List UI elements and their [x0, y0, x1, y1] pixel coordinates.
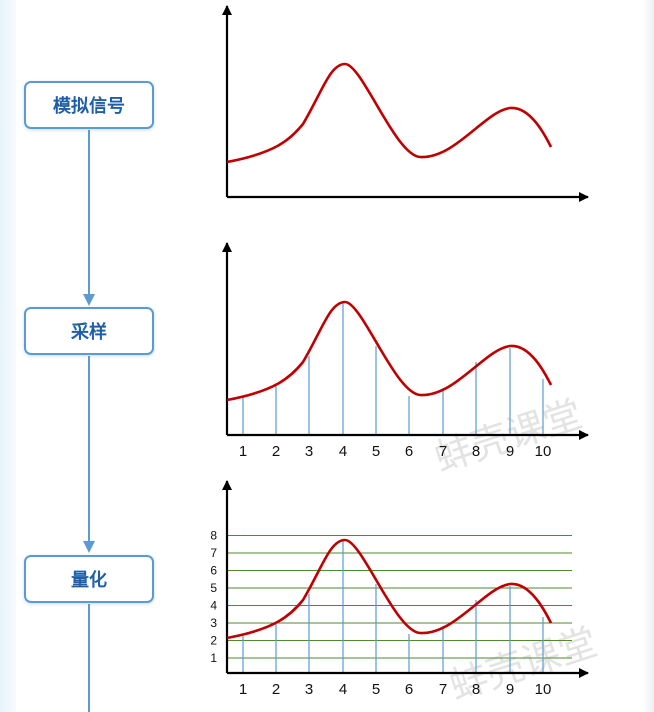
quant-tick-label: 5	[372, 681, 380, 698]
step-sampling: 采样	[24, 307, 154, 355]
quant-level-label: 3	[210, 616, 217, 630]
quant-level-label: 7	[210, 546, 217, 560]
step-quantization: 量化	[24, 555, 154, 603]
sample-tick-label: 4	[339, 443, 347, 460]
sampling-panel: 1 2 3 4 5 6 7 8 9 10	[222, 242, 589, 460]
analog-signal-panel	[222, 5, 589, 202]
sampling-curve	[226, 300, 553, 402]
quant-level-label: 8	[210, 529, 217, 543]
sample-tick-label: 9	[506, 443, 514, 460]
sample-tick-label: 10	[535, 443, 552, 460]
quant-tick-label: 10	[535, 681, 552, 698]
quant-tick-label: 7	[439, 681, 447, 698]
left-margin-strip	[0, 0, 16, 712]
sample-tick-label: 1	[239, 443, 247, 460]
quant-tick-label: 3	[305, 681, 313, 698]
watermark-2: 蚌壳课堂	[444, 620, 602, 709]
right-margin-strip	[642, 0, 654, 712]
sample-tick-label: 6	[405, 443, 413, 460]
step-analog-signal: 模拟信号	[24, 81, 154, 129]
watermark-1: 蚌壳课堂	[429, 392, 587, 481]
quant-level-label: 4	[210, 599, 217, 613]
quantization-curve	[226, 538, 553, 640]
sample-lines	[242, 302, 544, 435]
sample-tick-label: 8	[472, 443, 480, 460]
quantization-level-labels: 1 2 3 4 5 6 7 8	[210, 529, 217, 666]
quant-tick-label: 1	[239, 681, 247, 698]
quant-tick-label: 4	[339, 681, 347, 698]
quant-level-label: 1	[210, 651, 217, 665]
quant-level-label: 6	[210, 564, 217, 578]
quant-level-label: 2	[210, 634, 217, 648]
sample-tick-label: 3	[305, 443, 313, 460]
quantization-grid	[227, 535, 572, 659]
quantization-panel: 1 2 3 4 5 6 7 8 1 2 3 4 5 6 7 8 9 10	[210, 480, 589, 698]
quant-level-label: 5	[210, 581, 217, 595]
quant-tick-label: 8	[472, 681, 480, 698]
sample-tick-labels: 1 2 3 4 5 6 7 8 9 10	[239, 443, 552, 460]
analog-curve	[226, 62, 553, 164]
sample-tick-label: 2	[272, 443, 280, 460]
sample-tick-label: 7	[439, 443, 447, 460]
quant-tick-label: 9	[506, 681, 514, 698]
quantization-sample-lines	[242, 540, 544, 673]
quant-tick-labels: 1 2 3 4 5 6 7 8 9 10	[239, 681, 552, 698]
sample-tick-label: 5	[372, 443, 380, 460]
quant-tick-label: 6	[405, 681, 413, 698]
quant-tick-label: 2	[272, 681, 280, 698]
